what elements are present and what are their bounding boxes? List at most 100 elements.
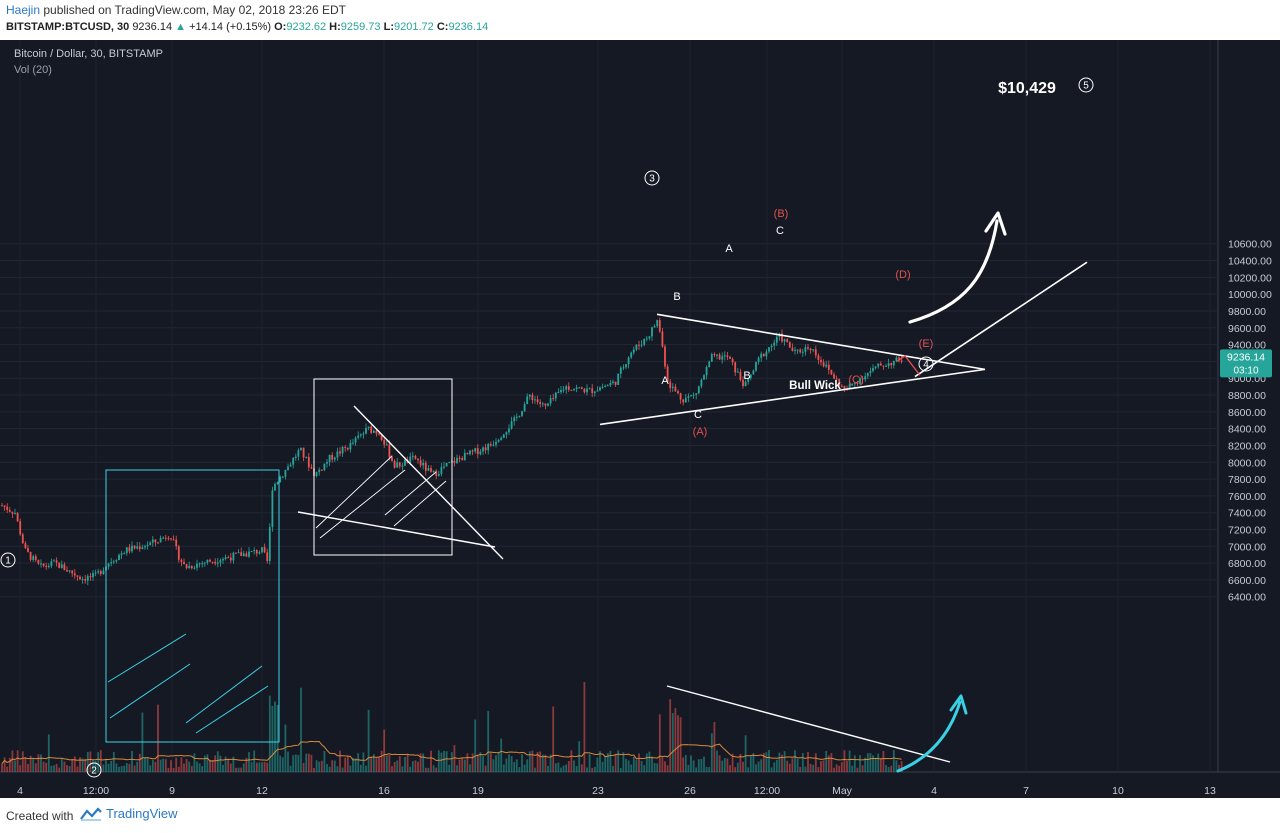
volume-bar xyxy=(830,753,833,772)
candle-body xyxy=(71,570,74,574)
candle-body xyxy=(255,550,258,554)
candle-body xyxy=(627,357,630,365)
volume-bar xyxy=(755,764,757,772)
candle-body xyxy=(380,434,383,441)
x-tick-label: 26 xyxy=(684,785,696,797)
volume-bar xyxy=(786,760,789,772)
wave-c2-label: C xyxy=(776,225,784,237)
volume-bar xyxy=(703,756,705,772)
volume-bar xyxy=(640,761,643,772)
candle-body xyxy=(203,562,206,564)
candle-body xyxy=(141,547,144,549)
candle-body xyxy=(326,462,328,464)
volume-bar xyxy=(357,753,360,772)
candle-body xyxy=(276,482,279,485)
volume-bar xyxy=(817,767,820,772)
volume-bar xyxy=(276,704,279,772)
volume-bar xyxy=(45,762,48,772)
wedge-top-line xyxy=(353,405,504,560)
candle-body xyxy=(638,344,640,346)
candle-body xyxy=(575,387,578,390)
volume-bar xyxy=(606,752,609,772)
volume-bar xyxy=(853,755,856,772)
white-box xyxy=(313,378,453,556)
volume-bar xyxy=(396,760,399,772)
volume-bar xyxy=(684,754,687,772)
candle-body xyxy=(55,560,58,563)
chart-area[interactable]: 10600.00 10400.00 10200.00 10000.00 9800.00 9… xyxy=(0,40,1280,798)
volume-bar xyxy=(570,750,573,772)
volume-bar xyxy=(835,764,838,772)
candle-body xyxy=(120,553,123,555)
candle-body xyxy=(190,565,193,569)
volume-bar xyxy=(671,713,674,772)
volume-bar xyxy=(619,767,622,772)
volume-bar xyxy=(362,752,365,772)
candle-body xyxy=(479,451,482,455)
candle-body xyxy=(822,362,825,367)
volume-bar xyxy=(453,745,456,772)
volume-bar xyxy=(414,760,417,772)
candle-body xyxy=(830,369,833,375)
volume-bar xyxy=(300,687,302,772)
candle-body xyxy=(164,537,167,539)
candle-body xyxy=(695,393,698,395)
candle-body xyxy=(653,326,656,328)
cyan-channel-line xyxy=(107,633,187,683)
publish-header: Haejin published on TradingView.com, May… xyxy=(0,0,1280,40)
candle-body xyxy=(874,366,877,368)
volume-bar xyxy=(359,764,362,772)
y-tick-label: 9400.00 xyxy=(1228,340,1266,352)
tradingview-brand[interactable]: TradingView xyxy=(80,806,178,821)
candle-body xyxy=(107,563,110,567)
volume-bar xyxy=(731,753,734,772)
wave-a-label: A xyxy=(661,375,669,387)
volume-bar xyxy=(768,750,770,772)
candle-body xyxy=(128,547,131,552)
wave-paren-b-label: (B) xyxy=(774,208,789,220)
volume-bar xyxy=(879,758,882,772)
candle-body xyxy=(383,440,386,445)
y-tick-label: 7200.00 xyxy=(1228,525,1266,537)
volume-bar xyxy=(201,766,204,772)
candle-body xyxy=(853,382,856,385)
price-chart-svg[interactable]: 10600.00 10400.00 10200.00 10000.00 9800.00 9… xyxy=(0,40,1280,798)
candle-body xyxy=(167,538,170,540)
candle-body xyxy=(765,351,768,357)
candle-body xyxy=(609,382,612,386)
candle-body xyxy=(396,462,399,468)
low-value: 9201.72 xyxy=(394,21,434,33)
volume-bar xyxy=(508,754,510,772)
volume-bar xyxy=(456,765,458,772)
volume-bar xyxy=(617,750,620,772)
candle-body xyxy=(21,534,24,544)
candle-body xyxy=(315,472,318,476)
volume-bar xyxy=(840,762,843,772)
volume-bar xyxy=(417,761,419,772)
volume-bar xyxy=(492,759,495,772)
volume-trendline xyxy=(666,685,951,763)
candle-body xyxy=(424,462,427,471)
candle-body xyxy=(235,552,237,554)
candle-body xyxy=(138,546,141,549)
volume-bar xyxy=(99,750,102,772)
volume-bar xyxy=(76,766,79,772)
candle-body xyxy=(84,579,87,581)
candle-body xyxy=(146,545,149,547)
volume-bar xyxy=(229,763,232,772)
volume-bar xyxy=(297,754,300,772)
volume-bar xyxy=(11,750,14,772)
volume-bar xyxy=(310,754,313,772)
volume-bar xyxy=(206,754,209,772)
candle-body xyxy=(749,374,752,379)
author-link[interactable]: Haejin xyxy=(6,3,41,17)
candle-body xyxy=(344,446,347,448)
volume-bar xyxy=(323,750,326,772)
candle-body xyxy=(549,398,552,404)
candle-body xyxy=(331,454,334,460)
candle-body xyxy=(453,460,456,464)
volume-bar xyxy=(287,751,289,772)
candle-body xyxy=(703,375,705,380)
candle-body xyxy=(68,570,71,572)
candle-body xyxy=(882,365,885,367)
